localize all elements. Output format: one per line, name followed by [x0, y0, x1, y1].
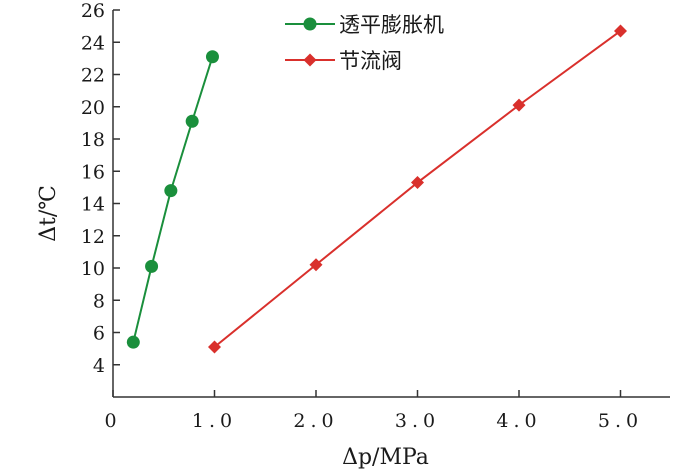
data-point	[309, 258, 323, 272]
y-ticks: 4 6 8 10 12 14 16 18 20 22 24 26	[81, 0, 120, 377]
data-point	[208, 340, 221, 354]
y-tick-label: 22	[81, 65, 105, 87]
data-point	[512, 98, 526, 112]
data-point	[145, 259, 159, 273]
y-tick-label: 16	[81, 161, 105, 183]
y-axis: 4 6 8 10 12 14 16 18 20 22 24 26	[81, 0, 120, 397]
data-point	[126, 335, 140, 349]
x-tick-label: 2.0	[293, 410, 338, 432]
y-tick-label: 24	[81, 32, 105, 54]
y-tick-label: 8	[93, 290, 105, 312]
x-tick-label: 1.0	[192, 410, 237, 432]
data-point	[185, 114, 199, 128]
legend-marker	[303, 53, 317, 67]
legend-label: 节流阀	[339, 49, 402, 73]
data-point	[164, 184, 178, 198]
y-tick-label: 14	[81, 194, 105, 216]
legend-label: 透平膨胀机	[339, 13, 444, 37]
data-point	[614, 24, 627, 38]
y-tick-label: 26	[81, 0, 105, 22]
series-line	[132, 56, 214, 343]
x-axis-label: Δp/MPa	[342, 445, 429, 470]
y-tick-label: 6	[93, 323, 105, 345]
data-point	[411, 176, 424, 190]
y-tick-label: 20	[81, 97, 105, 119]
y-tick-label: 4	[93, 355, 105, 377]
y-tick-label: 10	[81, 258, 105, 280]
data-point	[205, 50, 219, 64]
plot-area	[126, 24, 627, 354]
y-tick-label: 12	[81, 226, 105, 248]
y-axis-label: Δt/℃	[36, 185, 61, 242]
x-tick-label: 3.0	[395, 410, 440, 432]
x-tick-label: 5.0	[598, 410, 643, 432]
x-tick-label: 4.0	[496, 410, 541, 432]
y-tick-label: 18	[81, 129, 105, 151]
x-ticks: 0 1.0 2.0 3.0 4.0 5.0	[104, 390, 643, 432]
legend-marker	[303, 17, 317, 31]
x-axis: 0 1.0 2.0 3.0 4.0 5.0	[104, 390, 670, 432]
x-tick-label: 0	[104, 410, 121, 432]
